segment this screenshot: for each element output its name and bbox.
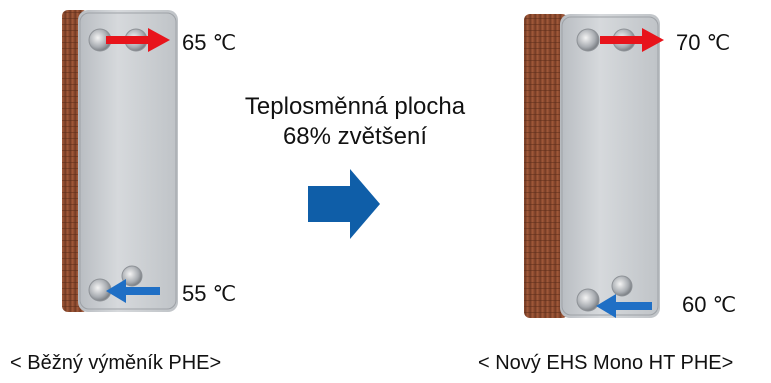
left-outlet-temp-value: 65 [182,30,207,55]
right-phe-caption: < Nový EHS Mono HT PHE> [478,352,734,374]
right-outlet-temp-value: 70 [676,30,701,55]
left-inlet-temperature: 55 ℃ [182,281,236,307]
right-inlet-temperature: 60 ℃ [682,292,736,318]
right-cold-inlet-arrow [596,294,652,318]
left-outlet-temperature: 65 ℃ [182,30,236,56]
right-phe-plate [560,14,660,318]
right-inlet-temp-value: 60 [682,292,707,317]
left-heat-exchanger [62,10,178,312]
heat-transfer-area-line1: Teplosměnná plocha [244,93,466,120]
transition-arrow [308,169,380,239]
right-phe-plate-edge [561,16,659,316]
right-inlet-temp-unit: ℃ [712,293,737,317]
left-phe-plate [78,10,178,312]
right-phe-port-bottom-right [611,275,633,297]
left-phe-plate-edge [79,12,177,310]
left-cold-inlet-arrow [106,279,160,303]
right-heat-exchanger [524,14,660,318]
left-inlet-temp-value: 55 [182,281,207,306]
right-outlet-temperature: 70 ℃ [676,30,730,56]
right-phe-port-bottom-left [576,288,600,312]
left-inlet-temp-unit: ℃ [212,282,237,306]
right-outlet-temp-unit: ℃ [706,31,731,55]
right-phe-port-top-left [576,28,600,52]
left-outlet-temp-unit: ℃ [212,31,237,55]
right-phe-copper-stack [524,14,568,318]
left-hot-outlet-arrow [106,28,170,52]
left-phe-caption: < Běžný výměník PHE> [10,352,222,374]
left-phe-port-bottom-right [121,265,143,287]
right-hot-outlet-arrow [600,28,664,52]
heat-transfer-area-label: Teplosměnná plocha 68% zvětšení [205,92,505,152]
heat-transfer-area-line2: 68% zvětšení [282,123,428,150]
